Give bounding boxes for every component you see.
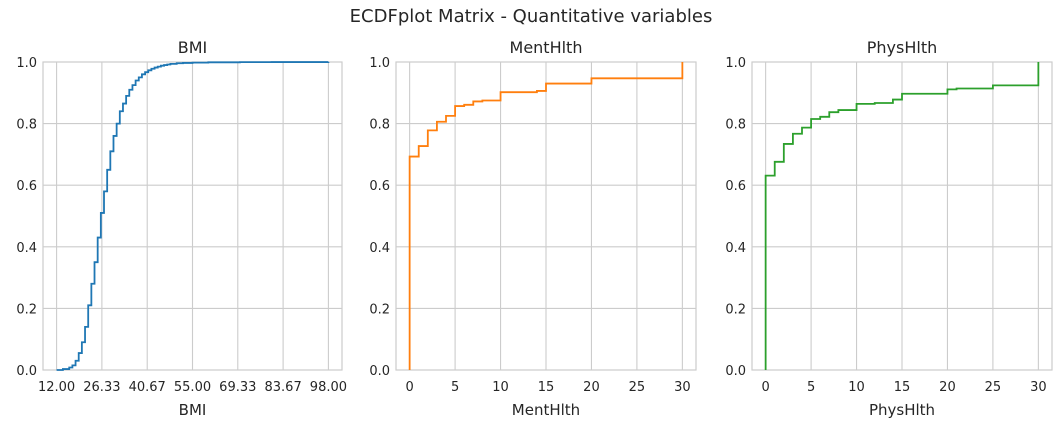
x-tick-label: 10 (848, 380, 865, 395)
subplot-title: PhysHlth (867, 38, 937, 57)
x-tick-label: 26.33 (83, 380, 120, 395)
y-tick-label: 0.4 (369, 241, 390, 256)
ecdf-line-menthlth (408, 62, 684, 370)
x-tick-label: 15 (894, 380, 911, 395)
x-tick-label: 15 (538, 380, 555, 395)
y-tick-label: 0.8 (16, 118, 37, 133)
x-tick-label: 98.00 (310, 380, 347, 395)
y-tick-label: 0.2 (725, 302, 746, 317)
subplot-menthlth: 0 5 10 15 20 25 30 0.0 0.2 0.4 0.6 0.8 1.0 MentHlth Me… (369, 38, 697, 419)
y-tick-label: 0.6 (725, 179, 746, 194)
y-tick-label: 0.0 (369, 364, 390, 379)
y-tick-label: 0.4 (725, 241, 746, 256)
ecdf-line-bmi (56, 61, 330, 371)
x-tick-label: 40.67 (129, 380, 166, 395)
x-tick-label: 20 (939, 380, 956, 395)
y-tick-label: 0.2 (16, 302, 37, 317)
figure-suptitle: ECDFplot Matrix - Quantitative variables (349, 6, 713, 27)
x-tick-label: 30 (1030, 380, 1047, 395)
x-axis-label: MentHlth (512, 401, 580, 419)
x-tick-label: 0 (761, 380, 769, 395)
y-tick-label: 0.8 (725, 118, 746, 133)
y-tick-label: 0.8 (369, 118, 390, 133)
x-tick-label: 10 (492, 380, 509, 395)
x-tick-label: 12.00 (38, 380, 75, 395)
ecdf-line-physhlth (764, 62, 1040, 370)
x-axis-label: PhysHlth (869, 401, 935, 419)
subplot-title: MentHlth (510, 38, 583, 57)
y-tick-label: 0.6 (369, 179, 390, 194)
axes-frame (395, 61, 697, 371)
x-tick-label: 5 (807, 380, 815, 395)
subplot-physhlth: 0 5 10 15 20 25 30 0.0 0.2 0.4 0.6 0.8 1.0 PhysHlth Ph… (725, 38, 1053, 419)
y-tick-label: 1.0 (369, 56, 390, 71)
x-axis-label: BMI (179, 401, 207, 419)
y-tick-label: 0.2 (369, 302, 390, 317)
subplot-title: BMI (178, 38, 208, 57)
x-tick-label: 20 (583, 380, 600, 395)
y-tick-label: 0.0 (725, 364, 746, 379)
x-tick-label: 55.00 (174, 380, 211, 395)
x-tick-label: 30 (674, 380, 691, 395)
y-tick-label: 0.0 (16, 364, 37, 379)
x-tick-label: 83.67 (265, 380, 302, 395)
y-tick-label: 1.0 (725, 56, 746, 71)
x-tick-label: 25 (985, 380, 1002, 395)
subplot-bmi: 12.00 26.33 40.67 55.00 69.33 83.67 98.00 0.0 0.… (16, 38, 347, 419)
x-tick-label: 69.33 (219, 380, 256, 395)
y-tick-label: 0.4 (16, 241, 37, 256)
y-tick-label: 0.6 (16, 179, 37, 194)
x-tick-label: 0 (405, 380, 413, 395)
y-tick-label: 1.0 (16, 56, 37, 71)
axes-frame (751, 61, 1053, 371)
x-tick-label: 25 (629, 380, 646, 395)
x-tick-label: 5 (451, 380, 459, 395)
